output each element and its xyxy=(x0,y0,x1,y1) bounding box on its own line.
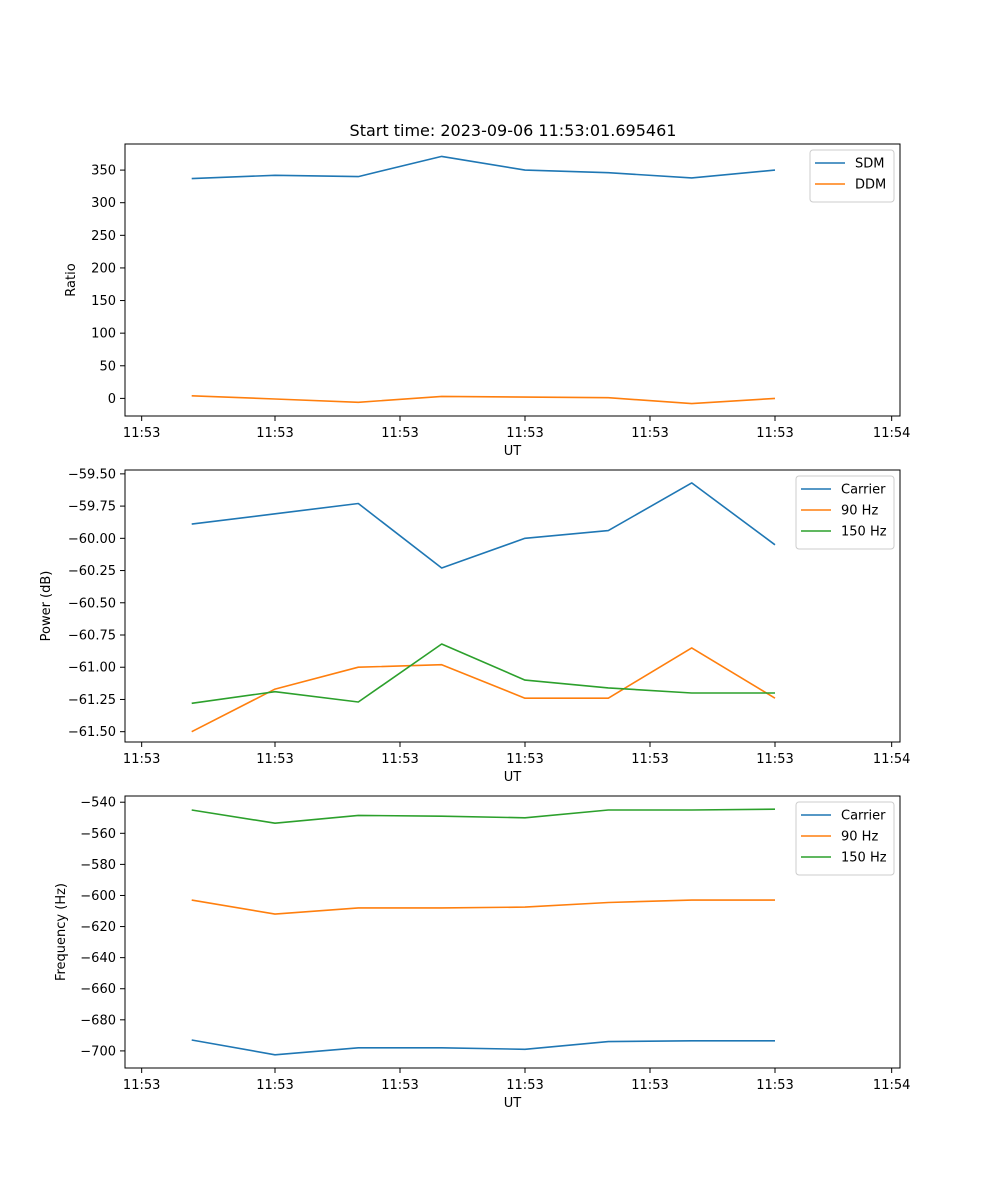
series-line-ddm xyxy=(191,395,776,405)
y-tick-label: 350 xyxy=(91,164,116,179)
y-tick-label: 100 xyxy=(91,327,116,342)
legend-label: 150 Hz xyxy=(841,851,887,866)
x-tick-label: 11:53 xyxy=(381,752,418,767)
y-axis-label: Ratio xyxy=(64,263,79,296)
legend: Carrier 90 Hz 150 Hz xyxy=(795,801,895,876)
y-tick-label: −59.75 xyxy=(68,500,116,515)
series-line-carrier xyxy=(191,482,776,569)
y-tick-label: −560 xyxy=(80,827,116,842)
y-tick-label: −60.00 xyxy=(68,532,116,547)
y-axis-label: Power (dB) xyxy=(39,571,54,642)
legend-label: 90 Hz xyxy=(841,504,878,519)
y-tick-label: −60.75 xyxy=(68,629,116,644)
x-tick-label: 11:53 xyxy=(256,1078,293,1093)
legend-label: 90 Hz xyxy=(841,830,878,845)
chart-ratio: 11:53 11:53 11:53 11:53 11:53 11:53 11:54 0 50 10… xyxy=(64,143,910,459)
y-tick-label: 50 xyxy=(99,359,116,374)
x-tick-label: 11:54 xyxy=(873,426,910,441)
chart-panels: 11:53 11:53 11:53 11:53 11:53 11:53 11:54 0 50 10… xyxy=(39,143,910,1111)
x-tick-label: 11:53 xyxy=(123,1078,160,1093)
series-line-150-hz xyxy=(191,808,776,825)
y-tick-label: 300 xyxy=(91,196,116,211)
x-axis-label: UT xyxy=(504,770,522,785)
legend: Carrier 90 Hz 150 Hz xyxy=(795,475,895,550)
x-tick-label: 11:54 xyxy=(873,1078,910,1093)
x-tick-label: 11:53 xyxy=(631,1078,668,1093)
series-line-150-hz xyxy=(191,643,775,705)
x-tick-label: 11:53 xyxy=(256,426,293,441)
legend: SDM DDM xyxy=(809,149,895,203)
y-tick-label: −60.25 xyxy=(68,564,116,579)
y-tick-label: −660 xyxy=(80,982,116,997)
y-tick-label: −700 xyxy=(80,1044,116,1059)
x-tick-label: 11:53 xyxy=(123,752,160,767)
x-tick-label: 11:54 xyxy=(873,752,910,767)
y-tick-label: −61.50 xyxy=(68,725,116,740)
series-line-sdm xyxy=(191,155,776,180)
x-tick-label: 11:53 xyxy=(631,752,668,767)
x-tick-label: 11:53 xyxy=(756,426,793,441)
legend-label: 150 Hz xyxy=(841,525,887,540)
x-tick-label: 11:53 xyxy=(256,752,293,767)
y-tick-label: −640 xyxy=(80,951,116,966)
y-tick-label: −580 xyxy=(80,858,116,873)
x-tick-label: 11:53 xyxy=(631,426,668,441)
y-tick-label: −61.25 xyxy=(68,693,116,708)
y-tick-label: −620 xyxy=(80,920,116,935)
y-tick-label: −60.50 xyxy=(68,596,116,611)
series-line-90-hz xyxy=(191,899,775,915)
legend-label: DDM xyxy=(855,178,886,193)
legend-label: Carrier xyxy=(841,809,886,824)
x-axis-label: UT xyxy=(504,444,522,459)
chart-frequency: 11:53 11:53 11:53 11:53 11:53 11:53 11:54 −700 −… xyxy=(54,795,910,1111)
axes-frame xyxy=(124,795,901,1069)
x-tick-label: 11:53 xyxy=(756,1078,793,1093)
axes-frame xyxy=(124,143,901,417)
x-tick-label: 11:53 xyxy=(381,426,418,441)
y-tick-label: −61.00 xyxy=(68,661,116,676)
y-tick-label: 250 xyxy=(91,229,116,244)
chart-power: 11:53 11:53 11:53 11:53 11:53 11:53 11:54 −61.5… xyxy=(39,467,910,785)
y-tick-label: 200 xyxy=(91,261,116,276)
series-line-90-hz xyxy=(191,647,776,733)
y-tick-label: 150 xyxy=(91,294,116,309)
y-tick-label: −59.50 xyxy=(68,467,116,482)
figure-title: Start time: 2023-09-06 11:53:01.695461 xyxy=(350,121,677,140)
y-tick-label: −540 xyxy=(80,796,116,811)
y-tick-label: −600 xyxy=(80,889,116,904)
x-tick-label: 11:53 xyxy=(506,1078,543,1093)
x-tick-label: 11:53 xyxy=(123,426,160,441)
x-tick-label: 11:53 xyxy=(756,752,793,767)
legend-label: SDM xyxy=(855,157,884,172)
x-tick-label: 11:53 xyxy=(506,752,543,767)
y-axis-label: Frequency (Hz) xyxy=(54,883,69,981)
legend-label: Carrier xyxy=(841,483,886,498)
y-tick-label: 0 xyxy=(108,392,116,407)
axes-frame xyxy=(124,469,901,743)
x-tick-label: 11:53 xyxy=(506,426,543,441)
y-tick-label: −680 xyxy=(80,1013,116,1028)
x-axis-label: UT xyxy=(504,1096,522,1111)
x-tick-label: 11:53 xyxy=(381,1078,418,1093)
series-line-carrier xyxy=(191,1039,775,1056)
